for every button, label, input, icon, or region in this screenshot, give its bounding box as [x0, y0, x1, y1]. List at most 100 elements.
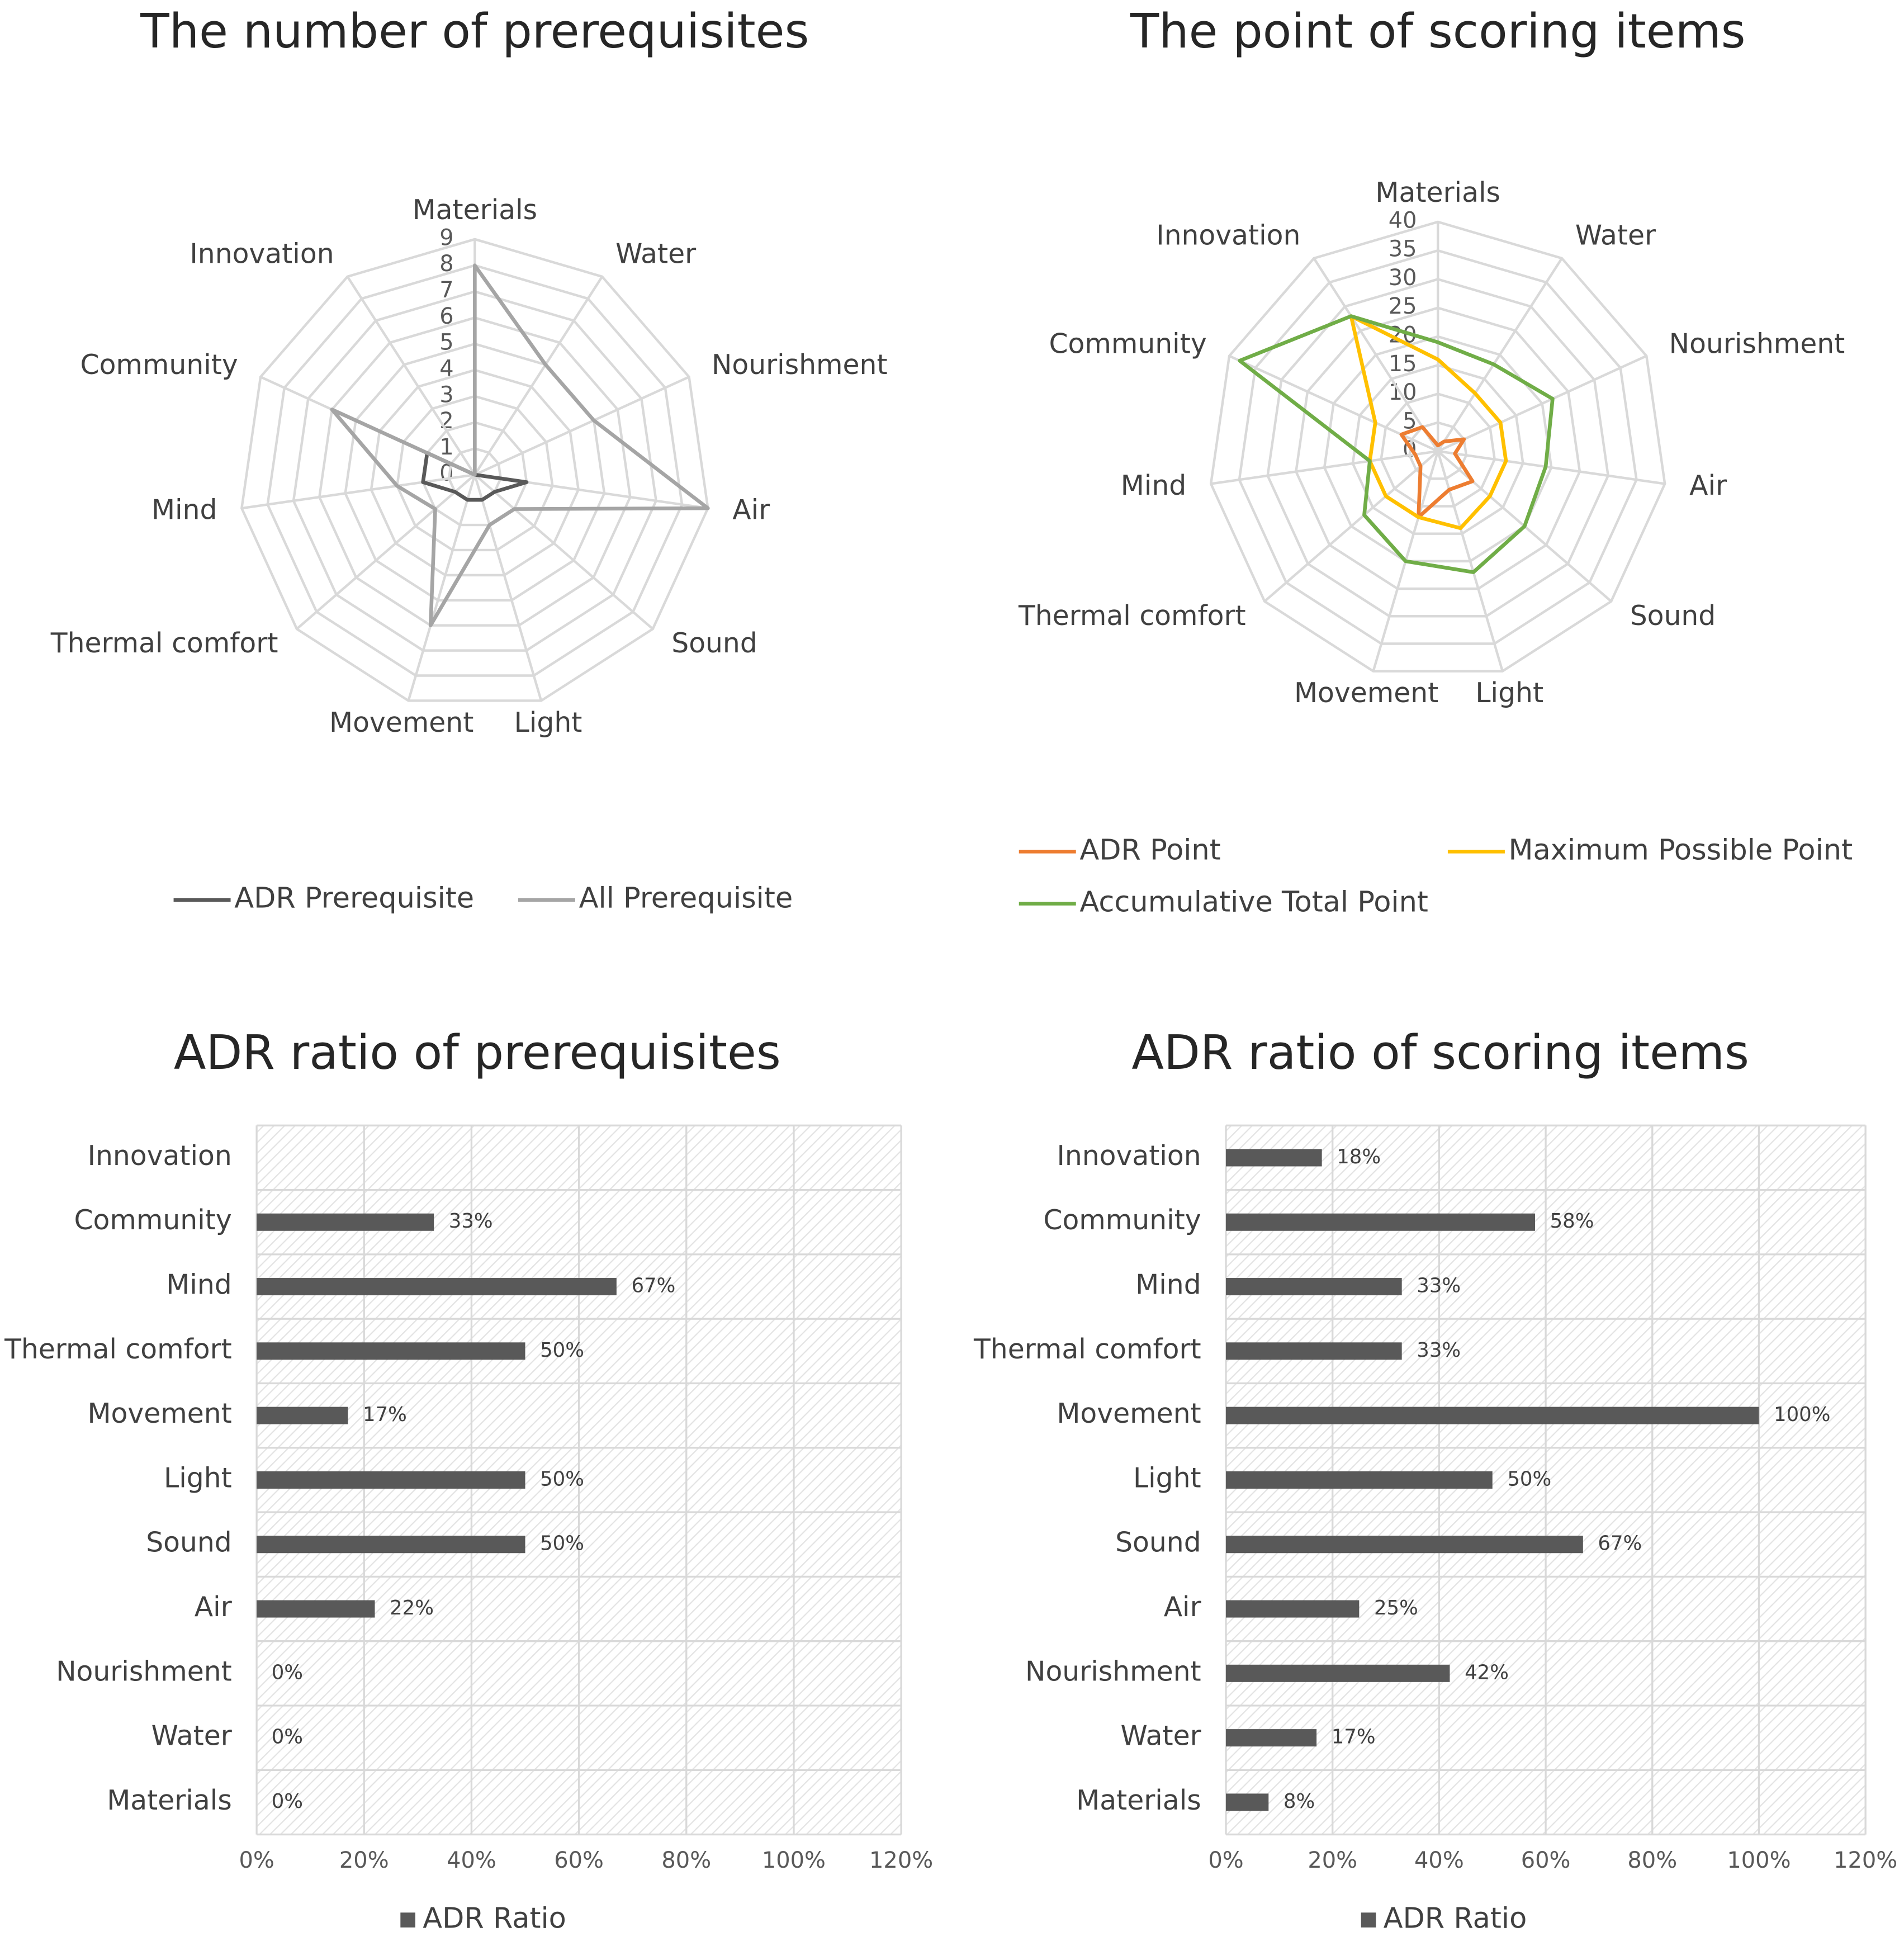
- bar: [1226, 1664, 1450, 1682]
- legend-label: All Prerequisite: [579, 882, 793, 915]
- x-tick-label: 120%: [869, 1848, 933, 1873]
- x-tick-label: 40%: [1414, 1848, 1464, 1873]
- grid-ring: [1209, 220, 1666, 673]
- category-label: Air: [1689, 470, 1727, 501]
- bar: [257, 1342, 525, 1360]
- legend-label: ADR Ratio: [423, 1902, 566, 1935]
- r-tick-label: 8: [439, 251, 453, 277]
- legend-label: Accumulative Total Point: [1079, 885, 1428, 918]
- x-tick-label: 0%: [239, 1848, 274, 1873]
- category-label: Thermal comfort: [973, 1333, 1201, 1365]
- grid-ring: [1295, 306, 1581, 590]
- category-label: Mind: [1135, 1269, 1201, 1301]
- value-label: 0%: [272, 1790, 303, 1813]
- category-label: Water: [615, 238, 697, 270]
- bar: [1226, 1471, 1493, 1489]
- category-label: Air: [732, 494, 770, 525]
- category-label: Sound: [671, 627, 757, 659]
- value-label: 17%: [1332, 1726, 1376, 1749]
- legend-swatch: [1361, 1912, 1376, 1928]
- grid-ring: [1323, 335, 1553, 563]
- grid-ring: [266, 264, 684, 677]
- spoke: [1437, 257, 1563, 452]
- r-tick-label: 7: [439, 277, 453, 303]
- chart-title: The number of prerequisites: [140, 4, 809, 59]
- grid-ring: [1408, 421, 1468, 480]
- spoke: [1437, 449, 1665, 485]
- bar: [257, 1471, 525, 1489]
- bar: [257, 1213, 434, 1231]
- value-label: 67%: [631, 1275, 675, 1297]
- value-label: 50%: [1507, 1467, 1551, 1490]
- r-tick-label: 9: [439, 225, 453, 250]
- category-label: Innovation: [1156, 220, 1300, 252]
- category-label: Sound: [1115, 1527, 1201, 1559]
- value-label: 18%: [1337, 1145, 1381, 1168]
- spoke: [296, 473, 476, 630]
- bar: [257, 1600, 375, 1618]
- r-tick-label: 5: [439, 330, 453, 356]
- grid-ring: [421, 421, 528, 527]
- category-label: Light: [1133, 1462, 1201, 1494]
- x-tick-label: 20%: [1308, 1848, 1357, 1873]
- x-tick-label: 60%: [1521, 1848, 1571, 1873]
- category-label: Air: [1164, 1591, 1202, 1623]
- chart-title: ADR ratio of prerequisites: [174, 1025, 781, 1080]
- radar-line: [330, 263, 710, 628]
- category-label: Air: [195, 1591, 233, 1623]
- x-tick-label: 80%: [1627, 1848, 1677, 1873]
- category-label: Community: [74, 1204, 232, 1236]
- spoke: [474, 376, 690, 476]
- r-tick-label: 15: [1389, 351, 1417, 377]
- bar: [1226, 1342, 1402, 1360]
- category-label: Water: [1575, 220, 1656, 252]
- grid-ring: [292, 290, 657, 652]
- grid-ring: [1238, 249, 1638, 645]
- r-tick-label: 25: [1389, 293, 1417, 319]
- category-label: Materials: [107, 1784, 232, 1816]
- value-label: 50%: [540, 1532, 584, 1555]
- category-label: Mind: [1121, 470, 1187, 501]
- spoke: [1437, 451, 1504, 672]
- value-label: 0%: [272, 1661, 303, 1684]
- bar: [1226, 1536, 1583, 1554]
- category-label: Nourishment: [1669, 328, 1845, 359]
- spoke: [1313, 257, 1439, 452]
- r-tick-label: 3: [439, 382, 453, 408]
- spoke: [1437, 354, 1647, 453]
- category-label: Light: [1475, 677, 1543, 709]
- grid-ring: [1351, 363, 1524, 535]
- value-label: 33%: [449, 1210, 493, 1233]
- category-label: Light: [514, 707, 582, 738]
- radar-line: [1238, 314, 1555, 574]
- bar: [257, 1536, 525, 1554]
- value-label: 0%: [272, 1726, 303, 1749]
- value-label: 42%: [1465, 1661, 1509, 1684]
- radar-line: [1349, 314, 1508, 531]
- chart-title: ADR ratio of scoring items: [1131, 1025, 1749, 1080]
- category-label: Materials: [1076, 1784, 1201, 1816]
- legend-label: ADR Prerequisite: [234, 882, 474, 915]
- category-label: Water: [151, 1720, 233, 1752]
- x-tick-label: 80%: [661, 1848, 711, 1873]
- x-tick-label: 100%: [1727, 1848, 1791, 1873]
- category-label: Innovation: [1057, 1140, 1201, 1172]
- category-label: Mind: [151, 494, 217, 525]
- value-label: 8%: [1283, 1790, 1315, 1813]
- category-label: Nourishment: [56, 1655, 232, 1687]
- bar: [257, 1407, 348, 1424]
- bar: [1226, 1600, 1360, 1618]
- grid-ring: [240, 238, 709, 702]
- category-label: Community: [1043, 1204, 1201, 1236]
- spoke: [1263, 450, 1439, 603]
- grid-ring: [1266, 278, 1609, 618]
- bar: [1226, 1407, 1759, 1424]
- grid-ring: [370, 368, 580, 577]
- x-tick-label: 100%: [762, 1848, 826, 1873]
- r-tick-label: 30: [1389, 265, 1417, 291]
- spoke: [1210, 449, 1438, 485]
- radar-line: [1399, 425, 1475, 519]
- category-label: Thermal comfort: [4, 1333, 232, 1365]
- r-tick-label: 35: [1389, 236, 1417, 262]
